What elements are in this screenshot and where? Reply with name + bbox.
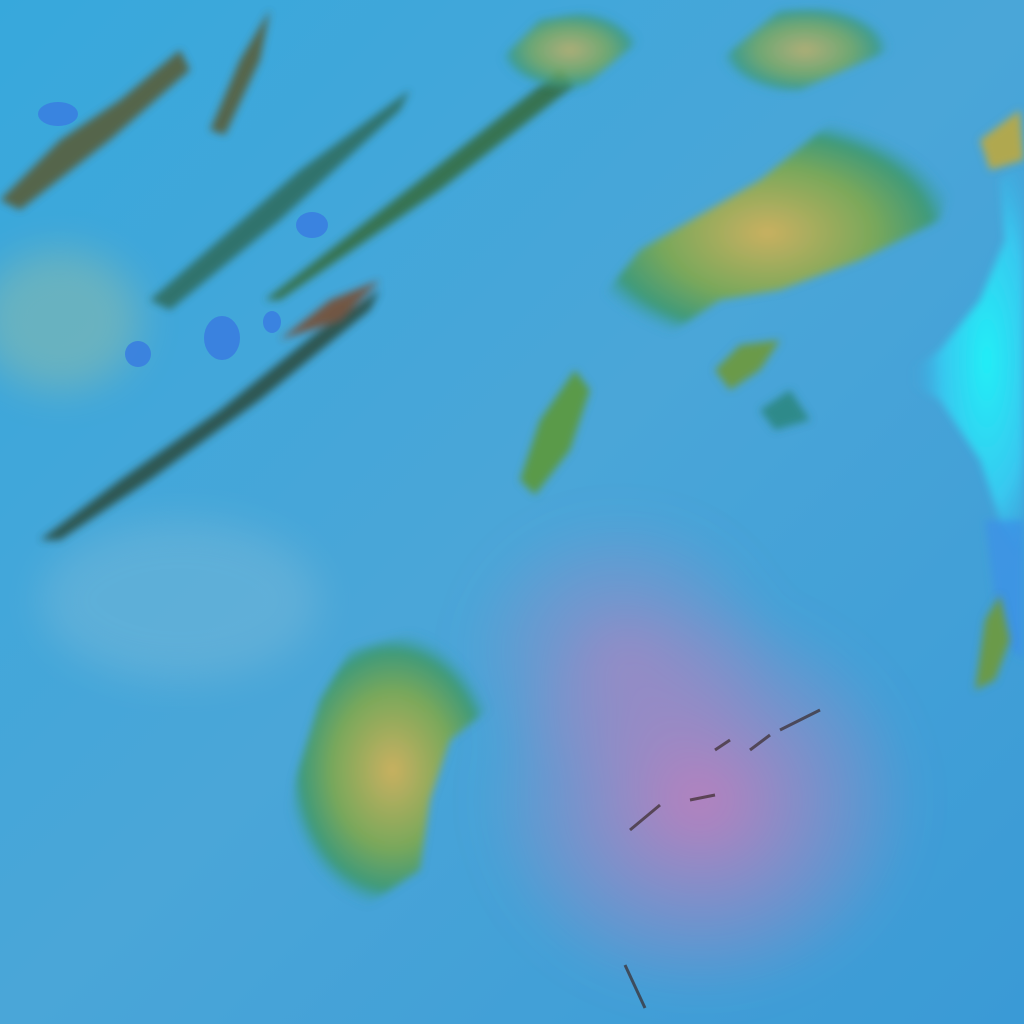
ice-region <box>900 160 1024 660</box>
cloud-masses <box>285 5 1024 910</box>
cloud-bands-northwest <box>0 10 575 540</box>
pink-haze <box>460 510 920 1000</box>
dark-cloud-specks <box>623 708 821 1009</box>
lakes <box>38 102 328 367</box>
light-haze <box>0 250 320 680</box>
